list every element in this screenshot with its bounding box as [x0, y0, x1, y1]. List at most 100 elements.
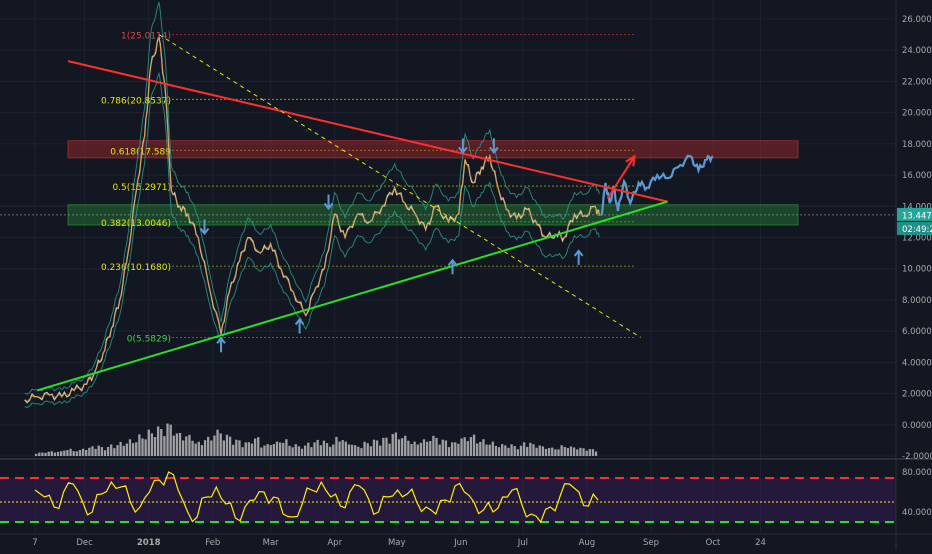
- volume-bar: [53, 452, 57, 456]
- volume-bar: [360, 448, 363, 456]
- volume-bar: [404, 435, 407, 456]
- volume-bar: [172, 435, 175, 456]
- volume-bar: [535, 447, 538, 456]
- countdown-label: 02:49:29: [902, 225, 932, 235]
- volume-bar: [507, 447, 510, 456]
- volume-bar: [282, 442, 285, 456]
- volume-bar: [153, 437, 157, 456]
- fib-level-label: 0.786(20.8537): [101, 96, 171, 106]
- volume-bar: [407, 440, 410, 456]
- volume-bar: [247, 442, 251, 456]
- pivot-arrow-head: [458, 146, 468, 154]
- volume-bar: [310, 447, 313, 456]
- volume-bar: [357, 446, 360, 456]
- volume-bar: [541, 446, 545, 456]
- volume-bar: [72, 451, 75, 456]
- last-price-badge: [897, 207, 932, 221]
- volume-bar: [425, 441, 429, 456]
- volume-bar: [125, 443, 129, 456]
- volume-bar: [257, 437, 260, 456]
- volume-bar: [485, 444, 488, 456]
- volume-bar: [63, 450, 66, 456]
- volume-bar: [476, 443, 479, 456]
- volume-bar: [563, 446, 566, 456]
- volume-bar: [322, 440, 326, 456]
- volume-bar: [81, 448, 85, 456]
- volume-bar: [185, 436, 188, 456]
- volume-bar: [269, 445, 272, 456]
- volume-bar: [66, 450, 69, 456]
- x-tick-label: Apr: [327, 538, 342, 548]
- volume-bar: [156, 426, 160, 456]
- fib-level-label: 0.382(13.0046): [101, 219, 171, 229]
- ascending-support-trendline: [36, 200, 668, 392]
- volume-bar: [429, 441, 432, 456]
- volume-bar: [363, 441, 366, 456]
- volume-bar: [479, 441, 482, 456]
- volume-bar: [244, 442, 247, 456]
- volume-bar: [297, 446, 301, 456]
- fib-diagonal-trendline: [158, 34, 641, 338]
- volume-bar: [457, 443, 460, 456]
- volume-bar: [75, 451, 78, 456]
- volume-bar: [69, 448, 72, 456]
- volume-bar: [250, 443, 254, 456]
- lower-band-line: [24, 71, 600, 409]
- volume-bar: [203, 440, 207, 456]
- volume-bar: [413, 441, 416, 456]
- volume-bar: [491, 441, 494, 456]
- volume-bar: [522, 442, 526, 456]
- volume-bar: [207, 436, 210, 456]
- volume-bar: [497, 447, 501, 456]
- volume-bar: [110, 444, 113, 456]
- volume-bar: [388, 443, 391, 456]
- volume-bar: [141, 438, 144, 456]
- volume-bar: [566, 448, 570, 456]
- volume-bar: [341, 440, 344, 456]
- volume-bar: [397, 439, 401, 456]
- volume-bar: [382, 437, 385, 456]
- volume-bar: [160, 429, 163, 456]
- volume-bar: [354, 445, 357, 456]
- volume-bar: [307, 442, 310, 456]
- x-tick-label: Aug: [579, 538, 596, 548]
- volume-bar: [416, 444, 419, 456]
- volume-bar: [163, 436, 166, 456]
- x-tick-label: Mar: [263, 538, 280, 548]
- volume-bar: [56, 451, 60, 456]
- volume-bar: [441, 439, 444, 456]
- volume-bar: [338, 441, 341, 456]
- volume-bar: [557, 449, 560, 456]
- volume-bar: [116, 445, 119, 456]
- volume-bar: [291, 447, 294, 456]
- resistance-zone: [67, 140, 799, 159]
- x-tick-label: May: [388, 538, 406, 548]
- volume-bar: [547, 447, 551, 456]
- pivot-arrow-head: [573, 249, 584, 257]
- volume-bar: [494, 445, 498, 456]
- pivot-arrow-head: [216, 336, 226, 344]
- rsi-tick-label: 40.0000: [902, 508, 932, 518]
- volume-bar: [232, 444, 235, 456]
- volume-bar: [366, 443, 369, 456]
- volume-bar: [472, 434, 476, 456]
- volume-bar: [438, 444, 441, 456]
- pivot-arrow-head: [199, 227, 210, 236]
- volume-bar: [225, 434, 229, 456]
- y-tick-label: 20.0000: [902, 109, 932, 119]
- volume-bar: [313, 442, 316, 456]
- volume-bar: [294, 444, 297, 456]
- fib-level-label: 0.236(10.1680): [101, 263, 171, 273]
- pivot-arrow-head: [294, 317, 305, 326]
- volume-bar: [191, 440, 194, 456]
- volume-bar: [200, 445, 204, 456]
- volume-bar: [150, 433, 154, 456]
- volume-bar: [432, 435, 435, 456]
- projection-arrow: [606, 155, 636, 200]
- y-tick-label: 24.0000: [902, 46, 932, 56]
- volume-bar: [288, 445, 291, 456]
- volume-bar: [182, 440, 185, 456]
- volume-bar: [241, 447, 244, 456]
- volume-bar: [410, 444, 413, 456]
